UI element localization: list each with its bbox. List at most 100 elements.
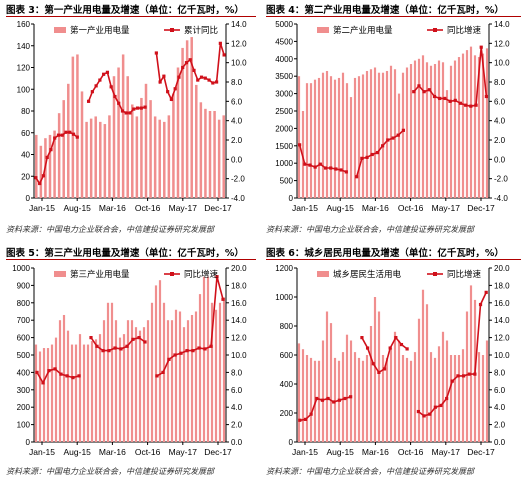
bar [154, 285, 158, 442]
bar [121, 54, 125, 199]
bar [477, 57, 481, 199]
bar [449, 65, 453, 198]
bar [90, 341, 94, 442]
right-tick-label: 6.0 [231, 97, 243, 106]
bar [397, 93, 401, 198]
legend-bar-label: 第三产业用电量 [70, 269, 130, 279]
x-tick-label: Oct-16 [398, 203, 424, 213]
growth-point [154, 51, 158, 55]
x-tick-label: Dec-17 [467, 203, 495, 213]
bar [357, 357, 361, 442]
x-tick-label: Mar-16 [99, 203, 126, 213]
left-tick-label: 160 [17, 20, 31, 29]
left-tick-label: 100 [17, 421, 31, 430]
left-tick-label: 300 [17, 386, 31, 395]
bar [441, 331, 445, 442]
growth-point [221, 297, 225, 301]
bar [329, 323, 333, 442]
bar [377, 72, 381, 198]
bar [114, 320, 118, 442]
left-tick-label: 1000 [275, 159, 293, 168]
legend-line-marker [433, 28, 437, 32]
bar [457, 57, 461, 199]
bar [461, 53, 465, 198]
x-tick-label: Aug-15 [63, 203, 91, 213]
growth-point [484, 94, 489, 99]
bar [108, 115, 111, 198]
bar [163, 121, 166, 198]
bar [453, 60, 457, 198]
right-tick-label: 2.0 [494, 136, 506, 145]
left-tick-label: 120 [17, 64, 31, 73]
bar [417, 318, 421, 442]
bar [213, 111, 216, 198]
bar [178, 311, 182, 442]
left-tick-label: 1500 [275, 142, 293, 151]
left-tick-label: 900 [17, 281, 31, 290]
bar [361, 360, 365, 442]
right-tick-label: 14.0 [231, 316, 247, 325]
right-tick-label: 10.0 [231, 59, 247, 68]
bar [413, 60, 417, 198]
bar [35, 134, 38, 198]
bar [341, 72, 345, 198]
bar [174, 309, 178, 442]
bar [453, 355, 457, 442]
bar [465, 311, 469, 442]
x-tick-label: Mar-16 [362, 203, 389, 213]
x-tick-label: May-17 [432, 203, 461, 213]
left-tick-label: 1200 [275, 264, 293, 273]
bar [397, 340, 401, 442]
bar [62, 314, 66, 442]
right-tick-label: 0.0 [494, 155, 506, 164]
right-tick-label: 4.0 [231, 117, 243, 126]
right-tick-label: 14.0 [494, 20, 510, 29]
growth-point [222, 53, 226, 57]
x-tick-label: Aug-15 [63, 447, 91, 457]
bar [393, 69, 397, 198]
bar [369, 326, 373, 442]
bar [158, 280, 162, 442]
bar [53, 130, 56, 198]
left-tick-label: 1000 [275, 293, 293, 302]
bar [305, 83, 309, 198]
bar [199, 102, 203, 198]
bar [222, 115, 225, 198]
bar [477, 352, 481, 442]
bar [357, 76, 361, 198]
bar [118, 337, 122, 442]
bar [433, 64, 437, 198]
left-tick-label: 400 [280, 380, 294, 389]
bar [222, 297, 226, 442]
left-tick-label: 5000 [275, 20, 293, 29]
growth-point [355, 175, 359, 179]
bar [373, 67, 377, 198]
growth-point [349, 395, 353, 399]
bar [67, 83, 70, 198]
bar [166, 320, 170, 442]
chart-title-2: 图表 4：第二产业用电量及增速（单位：亿千瓦时，%） [266, 5, 504, 16]
x-tick-label: Dec-17 [204, 203, 232, 213]
bar [135, 116, 139, 198]
right-tick-label: -2.0 [231, 175, 245, 184]
bar [42, 348, 46, 442]
left-tick-label: 20 [21, 172, 30, 181]
right-tick-label: 18.0 [231, 281, 247, 290]
bar [117, 67, 120, 198]
bar [465, 50, 469, 198]
source-note-4: 资料来源：中国电力企业联合会，中信建投证券研究发展部 [266, 467, 474, 476]
left-tick-label: 0 [289, 438, 294, 447]
x-tick-label: May-17 [169, 447, 198, 457]
legend-bar-swatch [54, 271, 66, 277]
left-tick-label: 0 [26, 194, 31, 203]
bar [190, 314, 194, 442]
bar [82, 344, 86, 442]
bar [369, 69, 373, 198]
chart-3: 0 100 200 300 400 500 600 700 800 900 1000 0.0 2.0 4.… [12, 264, 247, 457]
legend-bar-swatch [54, 27, 66, 33]
bar [333, 79, 337, 198]
bar [208, 111, 212, 198]
bar [393, 331, 397, 442]
growth-point [86, 99, 91, 103]
left-tick-label: 80 [21, 107, 30, 116]
